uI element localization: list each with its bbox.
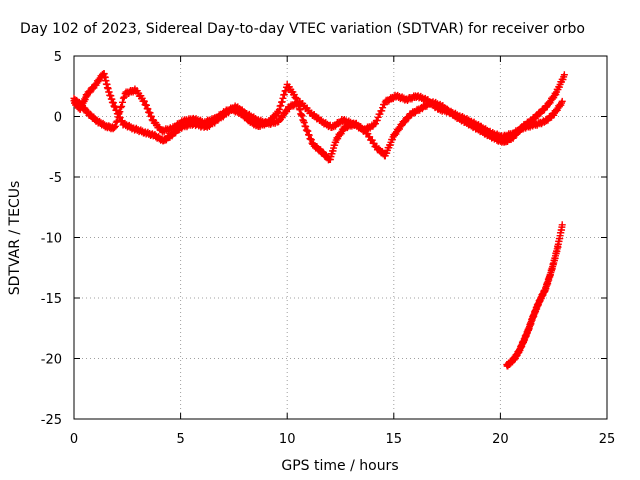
x-tick-label: 10 (279, 432, 296, 447)
data-point (304, 127, 312, 135)
y-tick-label: -10 (41, 232, 62, 247)
data-point (120, 93, 128, 101)
data-point (146, 109, 154, 117)
data-point (300, 119, 308, 127)
data-point (278, 98, 286, 106)
data-point (551, 89, 559, 97)
data-point (280, 91, 288, 99)
series-track-b (70, 85, 566, 142)
data-point (115, 109, 123, 117)
data-point (118, 102, 126, 110)
y-tick-label: 5 (54, 50, 62, 65)
axis-ticks (73, 55, 608, 420)
data-point (558, 97, 566, 105)
series-track-c (503, 221, 566, 370)
chart-title: Day 102 of 2023, Sidereal Day-to-day VTE… (20, 21, 585, 37)
data-point (275, 105, 283, 113)
data-point (142, 101, 150, 109)
data-points (70, 70, 568, 370)
x-tick-labels: 0 5 10 15 20 25 (70, 432, 615, 447)
data-point (296, 106, 304, 114)
data-point (295, 105, 303, 113)
data-point (297, 111, 305, 119)
data-point (378, 107, 386, 115)
y-tick-label: 0 (54, 111, 62, 126)
data-point (373, 116, 381, 124)
x-tick-label: 15 (386, 432, 403, 447)
data-point (117, 104, 125, 112)
data-point (113, 117, 121, 125)
y-tick-label: -25 (41, 413, 62, 428)
data-point (298, 112, 306, 120)
data-point (560, 71, 568, 79)
data-point (302, 123, 310, 131)
data-point (307, 136, 315, 144)
data-point (277, 102, 285, 110)
data-point (147, 113, 155, 121)
data-point (558, 99, 566, 107)
data-point (112, 118, 120, 126)
data-point (119, 98, 127, 106)
data-point (111, 122, 119, 130)
data-point (305, 131, 313, 139)
y-axis-label: SDTVAR / TECUs (7, 181, 23, 296)
data-point (116, 108, 124, 116)
data-point (300, 117, 308, 125)
x-tick-label: 0 (70, 432, 78, 447)
x-tick-label: 20 (492, 432, 509, 447)
data-point (140, 97, 148, 105)
plot-frame (73, 55, 608, 420)
data-point (144, 105, 152, 113)
x-tick-label: 5 (176, 432, 184, 447)
data-point (119, 94, 127, 102)
data-point (279, 94, 287, 102)
data-point (114, 113, 122, 121)
x-tick-label: 25 (599, 432, 616, 447)
x-axis-label: GPS time / hours (281, 458, 398, 474)
grid-lines (74, 56, 607, 419)
y-tick-label: -5 (49, 171, 62, 186)
data-point (558, 221, 566, 229)
y-tick-labels: 5 0 -5 -10 -15 -20 -25 (41, 50, 62, 428)
y-tick-label: -15 (41, 292, 62, 307)
data-point (111, 123, 119, 131)
y-tick-label: -20 (41, 353, 62, 368)
